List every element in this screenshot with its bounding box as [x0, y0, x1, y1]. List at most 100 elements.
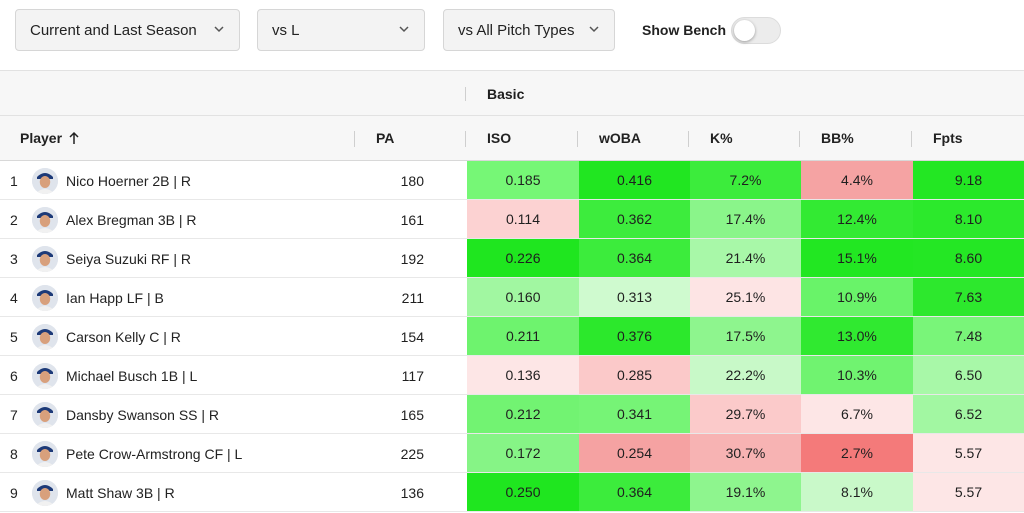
rank-number: 5: [10, 329, 18, 345]
bb-pct-cell: 12.4%: [801, 200, 913, 238]
season-dropdown-label: Current and Last Season: [30, 21, 197, 39]
woba-cell: 0.285: [579, 356, 690, 394]
bb-pct-cell: 10.9%: [801, 278, 913, 316]
pitch-type-dropdown[interactable]: vs All Pitch Types: [443, 9, 615, 51]
player-name[interactable]: Dansby Swanson SS | R: [66, 407, 220, 423]
pa-value: 161: [400, 212, 424, 228]
pa-value: 154: [400, 329, 424, 345]
woba-cell: 0.341: [579, 395, 690, 433]
k-pct-cell: 25.1%: [690, 278, 801, 316]
chevron-down-icon: [214, 26, 224, 33]
handedness-dropdown-label: vs L: [272, 21, 300, 39]
iso-cell: 0.250: [467, 473, 579, 511]
woba-cell: 0.364: [579, 239, 690, 277]
player-name[interactable]: Michael Busch 1B | L: [66, 368, 198, 384]
player-name[interactable]: Matt Shaw 3B | R: [66, 485, 175, 501]
fpts-cell: 6.50: [913, 356, 1024, 394]
rank-number: 7: [10, 407, 18, 423]
column-group-header: Basic: [0, 70, 1024, 116]
table-row[interactable]: 1 Nico Hoerner 2B | R 180 0.185 0.416 7.2% 4.4…: [0, 161, 1024, 200]
bb-pct-column-header[interactable]: BB%: [821, 130, 854, 146]
table-row[interactable]: 4 Ian Happ LF | B 211 0.160 0.313 25.1% 10.9% 7…: [0, 278, 1024, 317]
player-column-header[interactable]: Player: [20, 130, 80, 146]
player-header-label: Player: [20, 130, 63, 146]
fpts-cell: 7.48: [913, 317, 1024, 355]
season-dropdown[interactable]: Current and Last Season: [15, 9, 240, 51]
iso-cell: 0.212: [467, 395, 579, 433]
table-row[interactable]: 9 Matt Shaw 3B | R 136 0.250 0.364 19.1% 8.1% 5…: [0, 473, 1024, 512]
rank-number: 2: [10, 212, 18, 228]
table-row[interactable]: 5 Carson Kelly C | R 154 0.211 0.376 17.5% 13.…: [0, 317, 1024, 356]
column-divider: [465, 87, 466, 101]
rank-number: 3: [10, 251, 18, 267]
handedness-dropdown[interactable]: vs L: [257, 9, 425, 51]
bb-pct-cell: 4.4%: [801, 161, 913, 199]
table-row[interactable]: 7 Dansby Swanson SS | R 165 0.212 0.341 29.7%…: [0, 395, 1024, 434]
rank-number: 1: [10, 173, 18, 189]
pa-value: 165: [400, 407, 424, 423]
chevron-down-icon: [399, 26, 409, 33]
iso-column-header[interactable]: ISO: [487, 130, 512, 146]
table-row[interactable]: 3 Seiya Suzuki RF | R 192 0.226 0.364 21.4% 15…: [0, 239, 1024, 278]
k-pct-cell: 29.7%: [690, 395, 801, 433]
woba-column-header[interactable]: wOBA: [599, 130, 641, 146]
iso-cell: 0.160: [467, 278, 579, 316]
table-row[interactable]: 6 Michael Busch 1B | L 117 0.136 0.285 22.2% 1…: [0, 356, 1024, 395]
bb-pct-cell: 13.0%: [801, 317, 913, 355]
player-avatar: [32, 441, 58, 467]
woba-cell: 0.362: [579, 200, 690, 238]
fpts-column-header[interactable]: Fpts: [933, 130, 963, 146]
column-divider: [688, 131, 689, 147]
fpts-cell: 7.63: [913, 278, 1024, 316]
show-bench-label: Show Bench: [642, 22, 727, 38]
woba-cell: 0.416: [579, 161, 690, 199]
bb-pct-cell: 8.1%: [801, 473, 913, 511]
player-avatar: [32, 363, 58, 389]
table-row[interactable]: 2 Alex Bregman 3B | R 161 0.114 0.362 17.4% 12…: [0, 200, 1024, 239]
k-pct-cell: 22.2%: [690, 356, 801, 394]
column-divider: [911, 131, 912, 147]
table-body: 1 Nico Hoerner 2B | R 180 0.185 0.416 7.2% 4.4…: [0, 161, 1024, 512]
player-avatar: [32, 285, 58, 311]
rank-number: 8: [10, 446, 18, 462]
player-name[interactable]: Nico Hoerner 2B | R: [66, 173, 192, 189]
player-name[interactable]: Seiya Suzuki RF | R: [66, 251, 192, 267]
show-bench-toggle[interactable]: [731, 17, 781, 44]
player-avatar: [32, 207, 58, 233]
bb-pct-cell: 2.7%: [801, 434, 913, 472]
table-header: Player PA ISO wOBA K% BB% Fpts: [0, 116, 1024, 161]
woba-cell: 0.376: [579, 317, 690, 355]
player-name[interactable]: Carson Kelly C | R: [66, 329, 181, 345]
pa-column-header[interactable]: PA: [376, 130, 395, 146]
iso-cell: 0.136: [467, 356, 579, 394]
k-pct-cell: 17.5%: [690, 317, 801, 355]
pitch-type-dropdown-label: vs All Pitch Types: [458, 21, 575, 39]
k-pct-cell: 17.4%: [690, 200, 801, 238]
bb-pct-cell: 15.1%: [801, 239, 913, 277]
filter-bar: Current and Last Season vs L vs All Pitc…: [0, 0, 1024, 70]
bb-pct-cell: 10.3%: [801, 356, 913, 394]
pa-value: 211: [401, 290, 424, 306]
pa-value: 180: [400, 173, 424, 189]
rank-number: 6: [10, 368, 18, 384]
woba-cell: 0.313: [579, 278, 690, 316]
fpts-cell: 9.18: [913, 161, 1024, 199]
player-avatar: [32, 480, 58, 506]
k-pct-column-header[interactable]: K%: [710, 130, 733, 146]
k-pct-cell: 21.4%: [690, 239, 801, 277]
player-name[interactable]: Pete Crow-Armstrong CF | L: [66, 446, 243, 462]
player-avatar: [32, 246, 58, 272]
player-name[interactable]: Ian Happ LF | B: [66, 290, 164, 306]
fpts-cell: 5.57: [913, 434, 1024, 472]
toggle-knob: [734, 20, 755, 41]
pa-value: 136: [400, 485, 424, 501]
bb-pct-cell: 6.7%: [801, 395, 913, 433]
table-row[interactable]: 8 Pete Crow-Armstrong CF | L 225 0.172 0.254…: [0, 434, 1024, 473]
column-divider: [354, 131, 355, 147]
player-avatar: [32, 324, 58, 350]
player-avatar: [32, 402, 58, 428]
fpts-cell: 5.57: [913, 473, 1024, 511]
basic-group-label: Basic: [487, 86, 525, 102]
iso-cell: 0.226: [467, 239, 579, 277]
player-name[interactable]: Alex Bregman 3B | R: [66, 212, 197, 228]
